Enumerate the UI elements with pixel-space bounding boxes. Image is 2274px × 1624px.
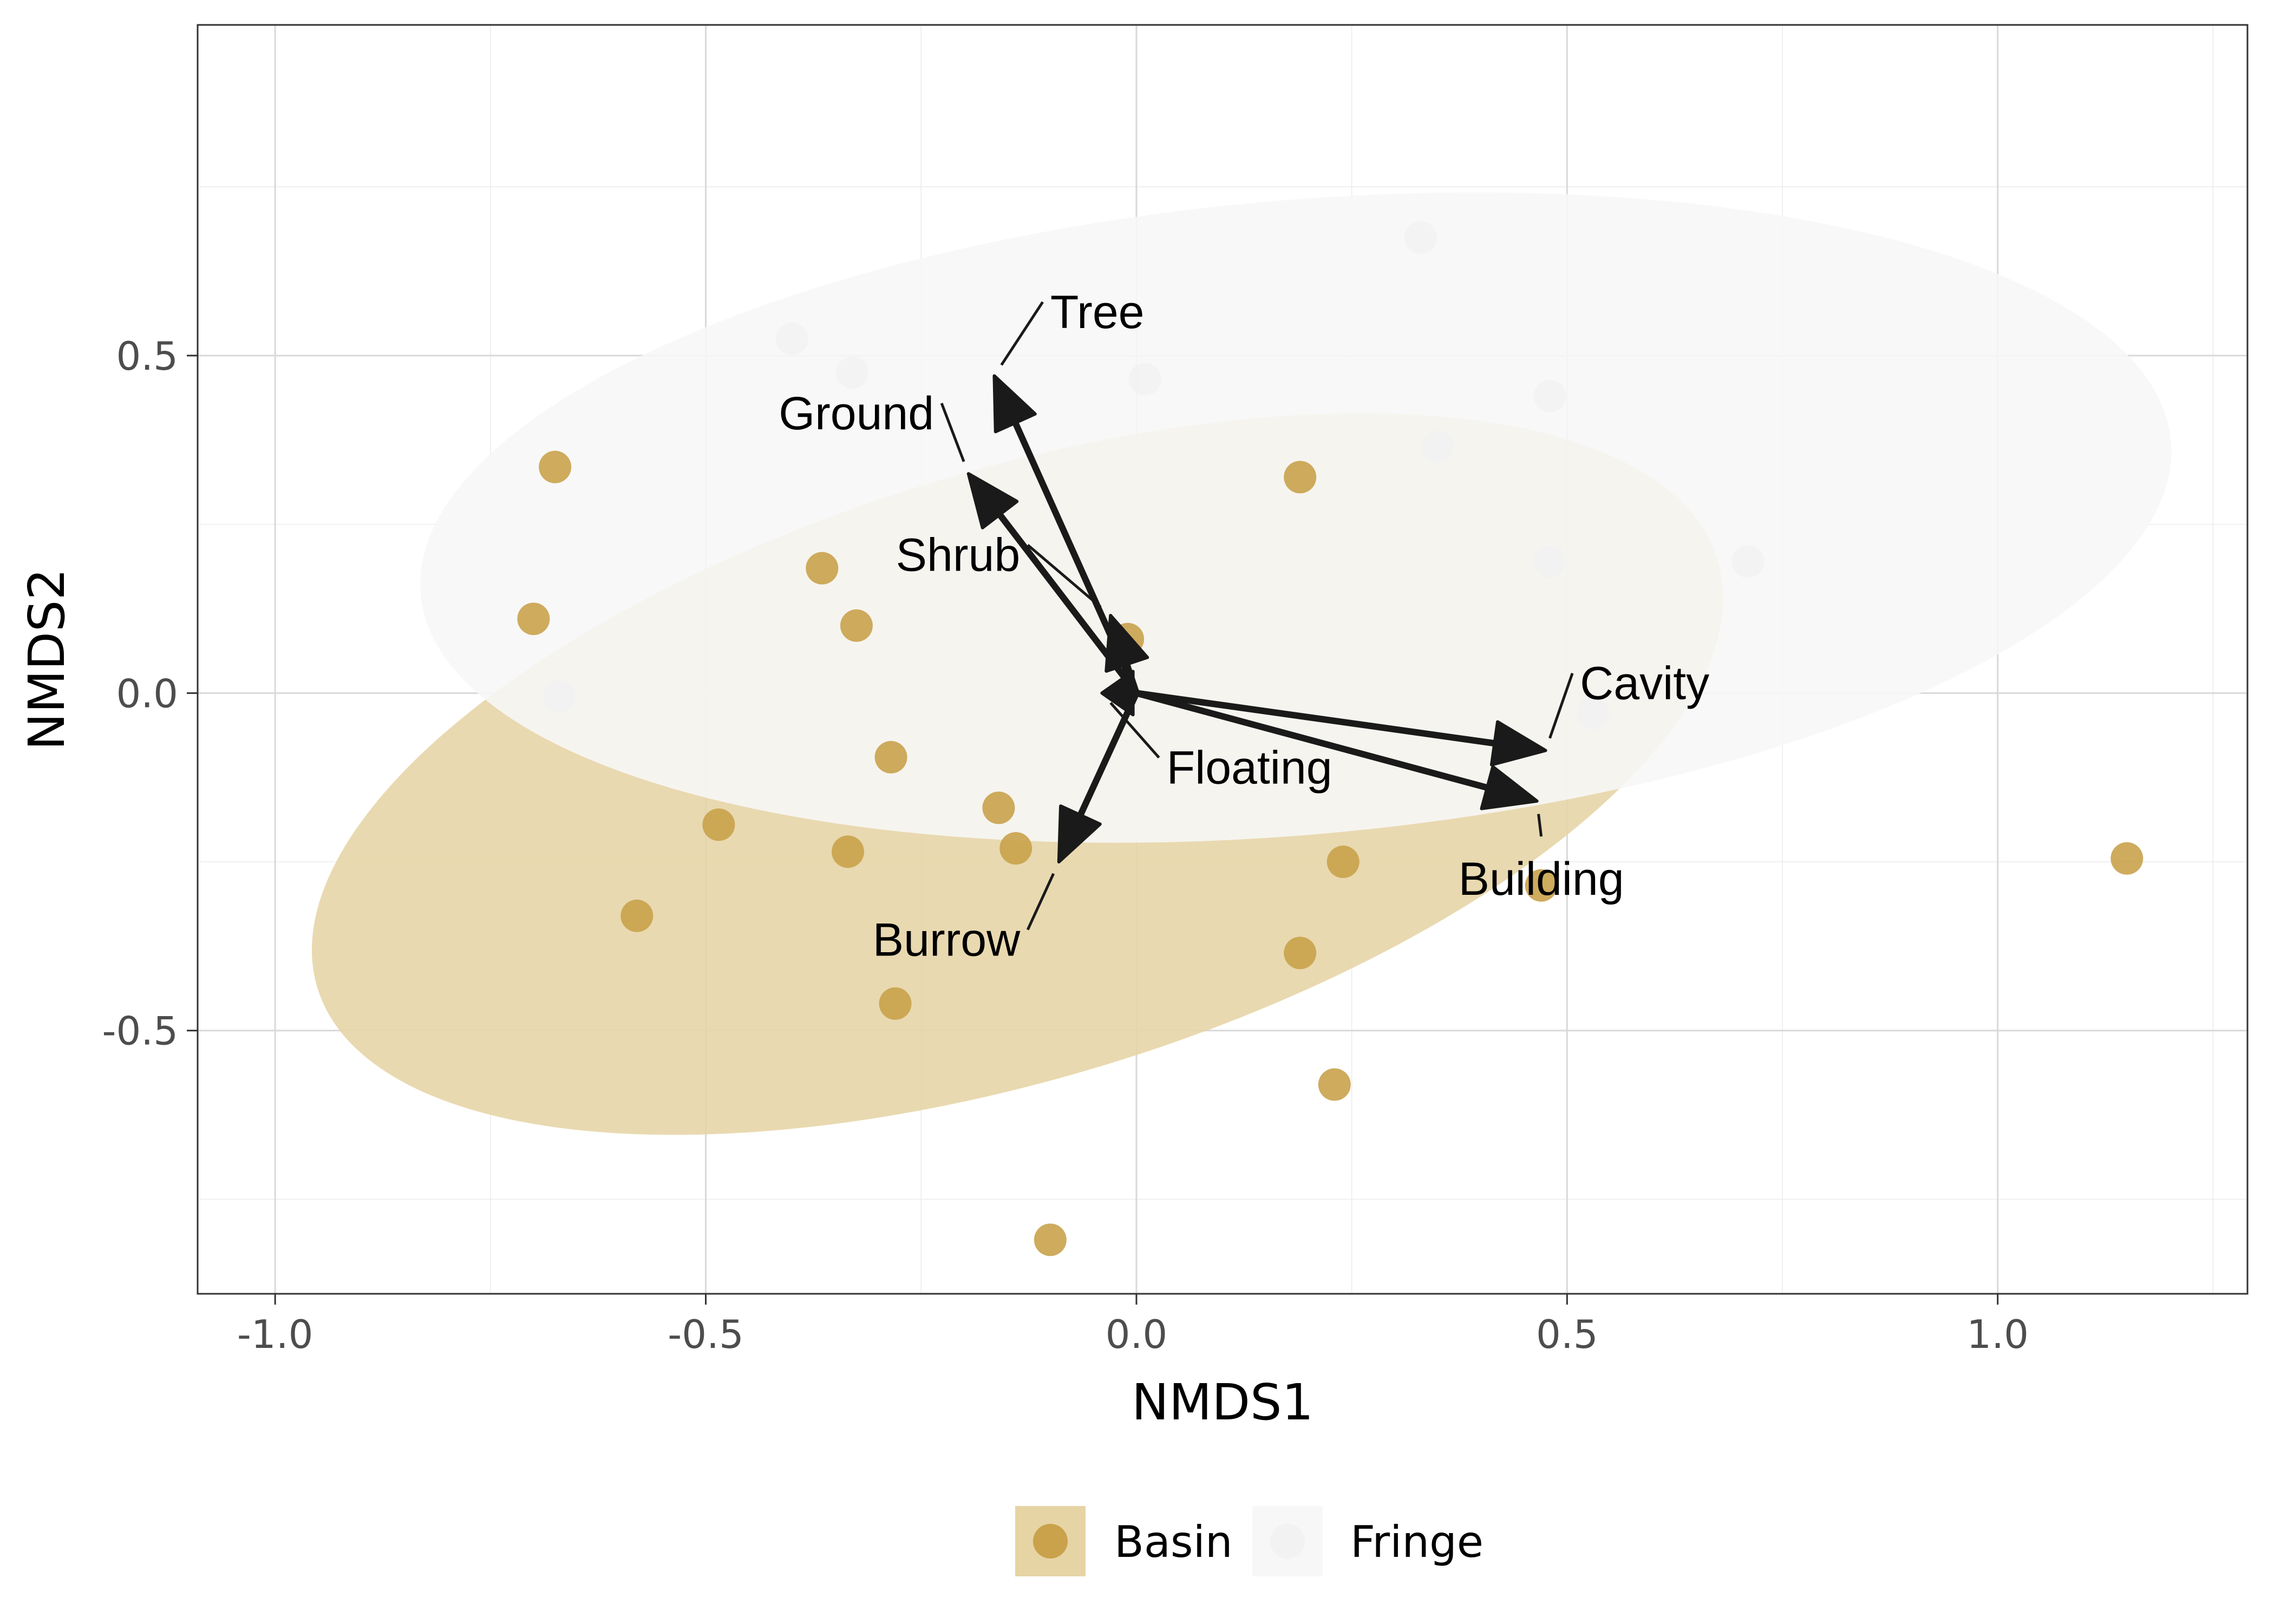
point-fringe <box>775 322 808 355</box>
point-fringe <box>835 356 868 389</box>
vector-label-burrow: Burrow <box>873 914 1021 966</box>
point-basin <box>832 835 865 868</box>
vector-shaft-cavity <box>1136 690 1495 747</box>
species-vectors: Tree Ground Shrub Floating Cavity Building Bur… <box>779 286 1709 966</box>
y-tick-label: -0.5 <box>102 1009 178 1054</box>
vector-shaft-building <box>1135 690 1488 791</box>
y-axis-title: NMDS2 <box>18 568 76 750</box>
vector-label-floating: Floating <box>1167 742 1332 794</box>
vector-label-building: Building <box>1459 853 1624 905</box>
point-basin <box>539 450 572 483</box>
ellipse-fringe <box>420 192 2172 843</box>
site-points <box>517 221 2144 1256</box>
x-tick-label: 0.5 <box>1536 1312 1598 1357</box>
point-basin <box>2110 842 2144 875</box>
vector-leader-floating <box>1109 702 1160 759</box>
legend-label-fringe: Fringe <box>1350 1517 1484 1567</box>
point-fringe <box>1533 379 1566 412</box>
legend: Basin Fringe <box>1015 1506 1484 1576</box>
vector-label-cavity: Cavity <box>1580 658 1709 710</box>
plot-panel-border <box>197 24 2249 1295</box>
point-basin <box>702 808 735 841</box>
point-fringe <box>1128 363 1161 396</box>
point-basin <box>1034 1223 1067 1256</box>
point-fringe <box>1577 697 1610 730</box>
vector-arrowhead-tree <box>992 374 1037 434</box>
point-fringe <box>1731 545 1765 578</box>
point-basin <box>1284 937 1317 970</box>
vector-arrowhead-ground <box>966 472 1019 529</box>
vector-arrowhead-shrub <box>1105 613 1149 673</box>
point-fringe <box>543 680 576 713</box>
legend-dot-basin <box>1033 1524 1068 1558</box>
vector-leader-burrow <box>1026 873 1055 931</box>
point-basin <box>517 603 550 636</box>
vector-leader-building <box>1537 814 1543 837</box>
legend-item-basin: Basin <box>1015 1506 1233 1576</box>
group-ellipses <box>311 192 2172 1135</box>
point-basin <box>982 791 1015 824</box>
point-basin <box>806 552 839 585</box>
point-basin <box>879 987 912 1020</box>
x-tick-label: -1.0 <box>237 1312 313 1357</box>
vector-label-shrub: Shrub <box>896 529 1021 581</box>
vector-arrowhead-burrow <box>1057 804 1102 864</box>
axes: -1.0 -0.5 0.0 0.5 1.0 -0.5 0.0 0.5 <box>102 333 2029 1357</box>
point-fringe <box>1404 221 1437 254</box>
y-tick-label: 0.0 <box>116 671 178 716</box>
vector-label-ground: Ground <box>779 388 934 440</box>
point-fringe <box>1421 430 1454 463</box>
point-basin <box>1318 1068 1351 1101</box>
legend-dot-fringe <box>1270 1524 1305 1558</box>
point-basin <box>999 832 1033 865</box>
legend-item-fringe: Fringe <box>1252 1506 1484 1576</box>
point-fringe <box>1533 545 1566 578</box>
point-basin <box>1284 461 1317 494</box>
vector-leader-shrub <box>1027 543 1102 608</box>
x-tick-label: 1.0 <box>1966 1312 2029 1357</box>
vector-leader-tree <box>1000 301 1044 366</box>
y-tick-label: 0.5 <box>116 333 178 379</box>
point-basin <box>874 741 907 774</box>
x-tick-label: -0.5 <box>668 1312 743 1357</box>
point-basin <box>840 609 873 642</box>
point-basin <box>620 899 654 932</box>
point-basin <box>1327 846 1360 879</box>
vector-shaft-burrow <box>1077 691 1140 817</box>
vector-leader-cavity <box>1548 672 1574 739</box>
x-axis-title: NMDS1 <box>1132 1373 1314 1431</box>
legend-label-basin: Basin <box>1114 1517 1233 1567</box>
vector-arrowhead-building <box>1480 765 1539 810</box>
x-tick-label: 0.0 <box>1106 1312 1168 1357</box>
vector-label-tree: Tree <box>1050 286 1145 338</box>
vector-arrowhead-cavity <box>1489 720 1547 767</box>
vector-leader-ground <box>940 403 965 462</box>
point-basin <box>1525 869 1558 902</box>
